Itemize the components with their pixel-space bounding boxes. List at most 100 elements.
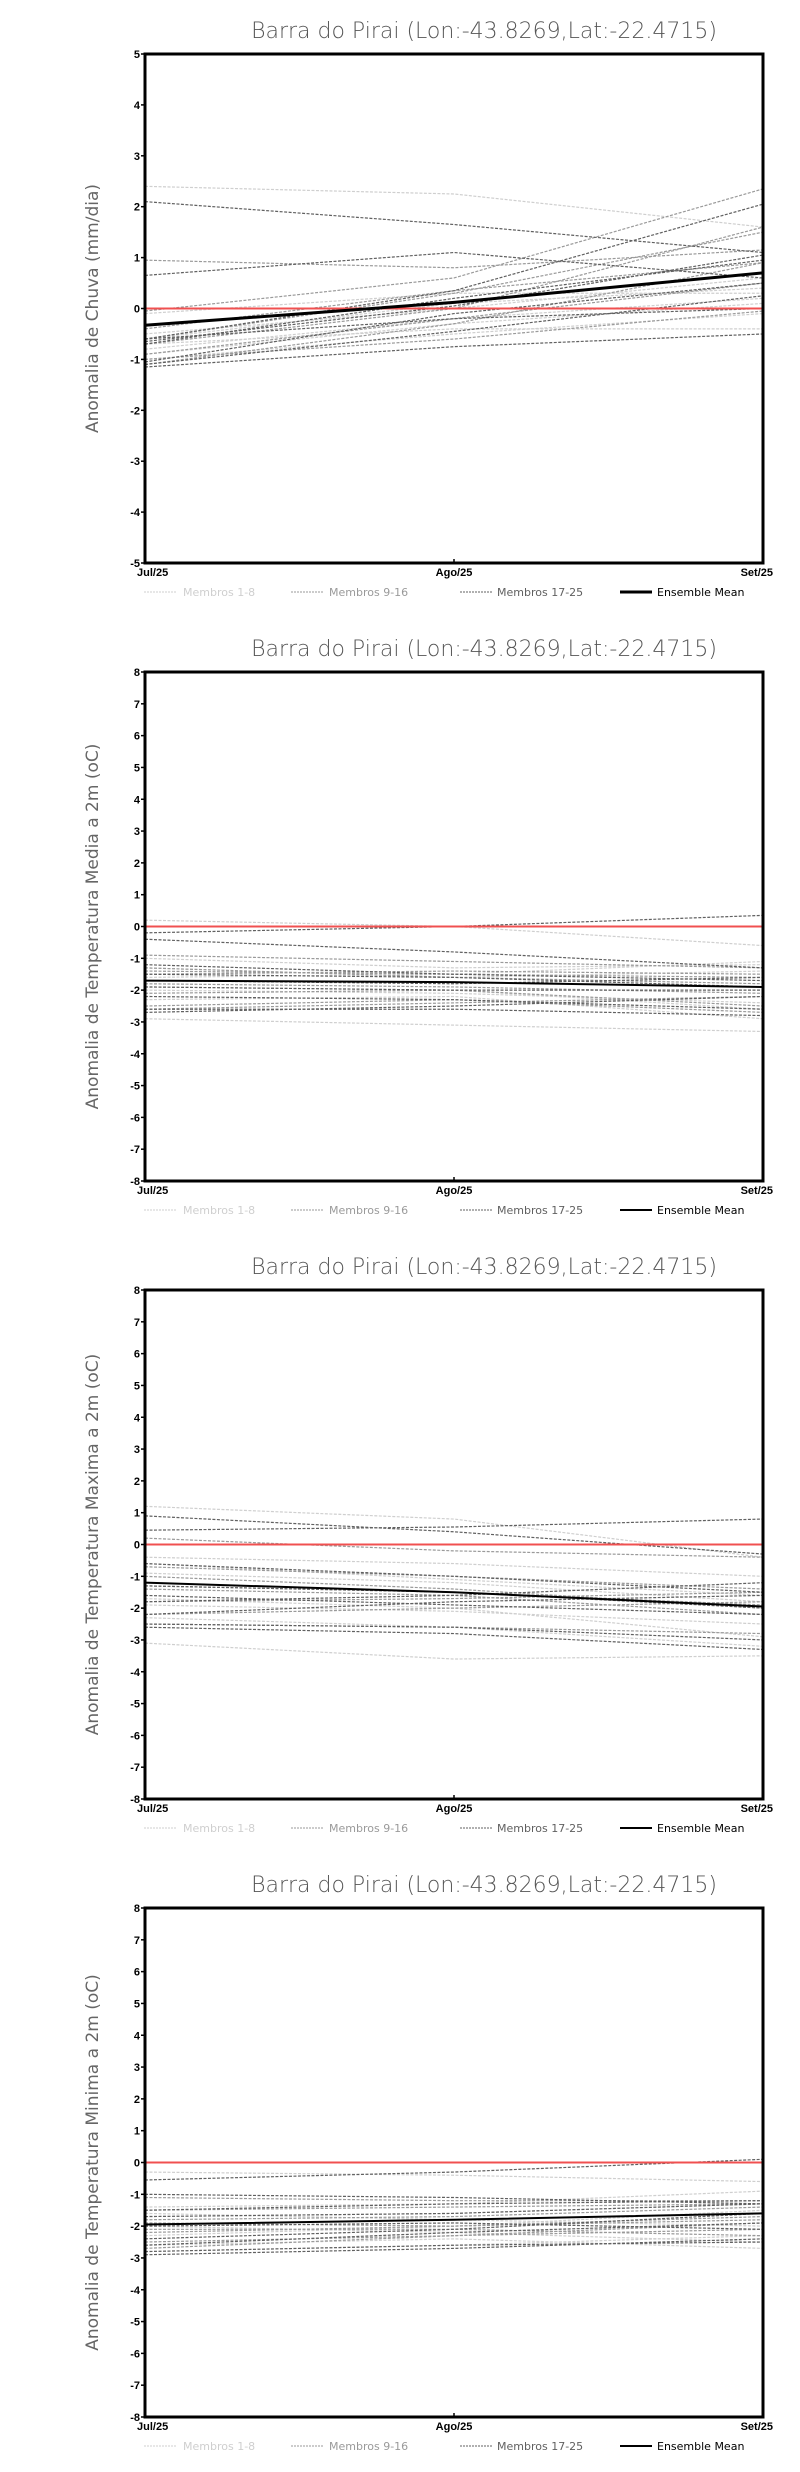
- y-tick-label: 3: [134, 151, 140, 163]
- member-line-members-17-25-3: [144, 2200, 764, 2211]
- y-tick-label: 5: [134, 1380, 140, 1392]
- x-tick-label: Set/25: [741, 1803, 773, 1815]
- y-tick-label: -2: [130, 1603, 140, 1615]
- y-tick-label: 2: [134, 858, 140, 870]
- legend-label-ensemble-mean: Ensemble Mean: [657, 1204, 744, 1217]
- y-tick-label: -4: [130, 1049, 141, 1061]
- member-line-members-1-8-1: [144, 1505, 764, 1558]
- member-line-members-17-25-9: [144, 307, 764, 340]
- member-line-members-9-16-3: [144, 231, 764, 340]
- member-line-members-17-25-3: [144, 964, 764, 982]
- member-line-members-17-25-4: [144, 2212, 764, 2240]
- y-tick-label: 8: [134, 1285, 140, 1297]
- member-line-members-17-25-3: [144, 203, 764, 340]
- member-line-members-1-8-3: [144, 1562, 764, 1596]
- y-tick-label: 4: [134, 794, 141, 806]
- member-line-members-9-16-1: [144, 2196, 763, 2202]
- ensemble-mean-line: [144, 271, 764, 327]
- x-tick-label: Jul/25: [137, 567, 168, 579]
- member-line-members-1-8-6: [144, 2212, 764, 2227]
- y-tick-label: 3: [134, 826, 140, 838]
- member-line-members-17-25-6: [145, 1008, 764, 1017]
- member-line-members-1-8-8: [144, 1617, 764, 1647]
- y-tick-label: 4: [134, 2030, 141, 2042]
- legend-label-members-1-8: Membros 1-8: [183, 1204, 255, 1217]
- ensemble-mean-line: [144, 1581, 764, 1608]
- member-line-members-17-25-2: [144, 1518, 764, 1531]
- y-tick-label: -8: [130, 2412, 140, 2424]
- member-line-members-1-8-2: [144, 2190, 764, 2208]
- member-line-members-9-16-4: [144, 2219, 764, 2234]
- y-axis-label: Anomalia de Temperatura Media a 2m (oC): [83, 744, 103, 1110]
- y-tick-label: 5: [134, 49, 140, 61]
- member-line-members-9-16-1: [144, 1537, 764, 1558]
- y-tick-label: 2: [134, 202, 140, 214]
- member-line-members-17-25-4: [144, 995, 764, 1013]
- x-tick-label: Set/25: [741, 2421, 773, 2433]
- y-tick-label: 0: [134, 304, 140, 316]
- y-tick-label: -2: [130, 405, 140, 417]
- y-tick-label: 4: [134, 100, 141, 112]
- member-line-members-9-16-5: [144, 970, 764, 975]
- y-axis-label: Anomalia de Temperatura Maxima a 2m (oC): [83, 1354, 103, 1736]
- legend-label-ensemble-mean: Ensemble Mean: [657, 1822, 744, 1835]
- y-tick-label: 0: [134, 1540, 140, 1552]
- y-tick-label: -2: [130, 985, 140, 997]
- member-line-members-1-8-8: [144, 312, 764, 360]
- member-line-members-9-16-4: [144, 995, 764, 1010]
- y-tick-label: 0: [134, 2158, 140, 2170]
- y-tick-label: -3: [130, 1017, 140, 1029]
- x-tick-label: Ago/25: [436, 567, 473, 579]
- member-line-members-17-25-9: [144, 2238, 764, 2256]
- member-line-members-1-8-8: [144, 2238, 764, 2249]
- member-line-members-1-8-1: [144, 2171, 764, 2183]
- member-line-members-17-25-7: [144, 259, 764, 345]
- y-tick-label: 5: [134, 762, 140, 774]
- member-line-members-17-25-1: [144, 1515, 764, 1555]
- member-line-members-17-25-2: [144, 938, 764, 969]
- y-tick-label: -6: [130, 2348, 140, 2360]
- y-tick-label: 1: [134, 253, 140, 265]
- member-line-members-17-25-6: [144, 2203, 764, 2218]
- y-tick-label: -3: [130, 2253, 140, 2265]
- y-tick-label: 2: [134, 1476, 140, 1488]
- ensemble-mean-line: [144, 979, 764, 988]
- y-tick-label: -7: [130, 1762, 140, 1774]
- member-line-members-17-25-4: [144, 1585, 764, 1609]
- chart-panel-2: Barra do Pirai (Lon:-43.8269,Lat:-22.471…: [83, 637, 773, 1217]
- y-tick-label: -8: [130, 1794, 140, 1806]
- legend-label-members-17-25: Membros 17-25: [497, 1822, 583, 1835]
- member-line-members-9-16-2: [144, 970, 764, 978]
- member-line-members-9-16-3: [144, 1585, 764, 1606]
- member-line-members-1-8-1: [144, 919, 764, 947]
- member-line-members-17-25-9: [144, 1582, 764, 1603]
- legend-label-members-1-8: Membros 1-8: [183, 1822, 255, 1835]
- member-line-members-1-8-4: [144, 1604, 764, 1625]
- member-line-members-17-25-1: [144, 201, 764, 254]
- y-tick-label: -4: [130, 2285, 141, 2297]
- chart-title: Barra do Pirai (Lon:-43.8269,Lat:-22.471…: [251, 1255, 717, 1280]
- y-tick-label: -8: [130, 1176, 140, 1188]
- member-line-members-17-25-5: [144, 1594, 764, 1616]
- member-line-members-9-16-2: [144, 1566, 764, 1590]
- y-tick-label: 6: [134, 731, 140, 743]
- y-tick-label: -3: [130, 1635, 140, 1647]
- y-tick-label: -4: [130, 507, 141, 519]
- y-tick-label: -6: [130, 1112, 140, 1124]
- y-tick-label: 7: [134, 699, 140, 711]
- member-line-members-1-8-5: [144, 1642, 764, 1660]
- y-tick-label: -2: [130, 2221, 140, 2233]
- member-line-members-9-16-6: [144, 1588, 764, 1616]
- y-tick-label: 4: [134, 1412, 141, 1424]
- member-line-members-9-16-3: [144, 2206, 764, 2221]
- member-line-members-1-8-5: [144, 1018, 764, 1033]
- y-tick-label: 8: [134, 667, 140, 679]
- member-line-members-17-25-6: [144, 1623, 764, 1641]
- legend-label-members-1-8: Membros 1-8: [183, 586, 255, 599]
- legend-label-members-9-16: Membros 9-16: [329, 586, 408, 599]
- x-tick-label: Ago/25: [436, 1803, 473, 1815]
- legend-label-ensemble-mean: Ensemble Mean: [657, 586, 744, 599]
- chart-title: Barra do Pirai (Lon:-43.8269,Lat:-22.471…: [251, 637, 717, 662]
- y-tick-label: 3: [134, 1444, 140, 1456]
